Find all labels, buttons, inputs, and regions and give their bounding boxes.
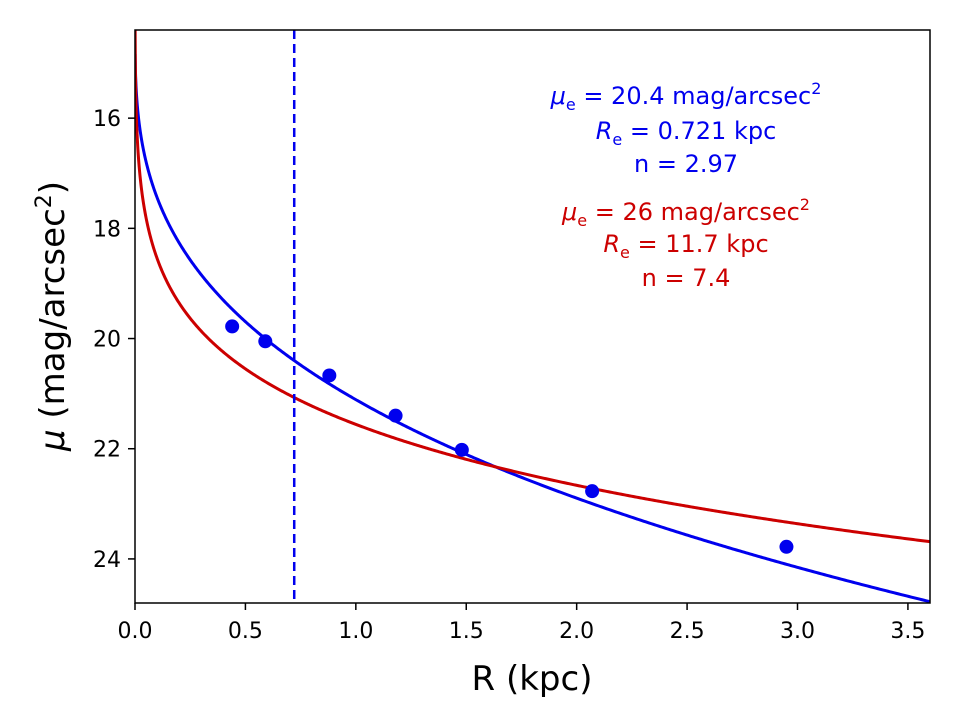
- annotation-fit-2: μe = 26 mag/arcsec2 Re = 11.7 kpc n = 7.…: [561, 195, 810, 292]
- x-tick-label: 1.5: [449, 619, 484, 644]
- y-tick-label: 22: [93, 438, 121, 463]
- x-tick-label: 0.0: [118, 619, 153, 644]
- x-tick-label: 2.5: [670, 619, 705, 644]
- sersic-fit-2-curve: [135, 30, 930, 544]
- annotation-fit-2-re: Re = 11.7 kpc: [603, 230, 768, 262]
- x-tick-label: 3.5: [890, 619, 925, 644]
- data-points: [225, 319, 794, 554]
- y-axis-label-symbol: μ: [33, 429, 73, 452]
- y-tick-label: 16: [93, 107, 121, 132]
- y-axis-ticks: 16 18 20 22 24: [93, 107, 135, 573]
- y-axis-label: μ (mag/arcsec2): [32, 181, 73, 452]
- sersic-fit-1-curve: [135, 53, 930, 603]
- y-tick-label: 20: [93, 328, 121, 353]
- data-point: [388, 408, 403, 423]
- x-axis-ticks: 0.0 0.5 1.0 1.5 2.0 2.5 3.0 3.5: [118, 603, 925, 644]
- annotation-fit-2-mu: μe = 26 mag/arcsec2: [561, 195, 810, 230]
- data-point: [322, 368, 337, 383]
- fit-curves: [135, 30, 930, 603]
- data-point: [454, 442, 469, 457]
- annotation-fit-1-n: n = 2.97: [634, 150, 738, 178]
- annotation-fit-2-n: n = 7.4: [642, 264, 731, 292]
- y-axis-label-unit: (mag/arcsec: [33, 208, 73, 429]
- annotation-fit-1: μe = 20.4 mag/arcsec2 Re = 0.721 kpc n =…: [550, 79, 822, 178]
- data-point: [225, 319, 240, 334]
- x-tick-label: 3.0: [780, 619, 815, 644]
- y-axis-label-sup: 2: [32, 194, 57, 208]
- x-tick-label: 0.5: [228, 619, 263, 644]
- annotation-fit-1-re: Re = 0.721 kpc: [596, 117, 777, 149]
- plot-frame: [134, 29, 931, 604]
- y-tick-label: 18: [93, 217, 121, 242]
- x-axis-label: R (kpc): [472, 659, 593, 699]
- x-tick-label: 2.0: [559, 619, 594, 644]
- data-point: [258, 334, 273, 349]
- y-tick-label: 24: [93, 548, 121, 573]
- x-tick-label: 1.0: [338, 619, 373, 644]
- data-point: [585, 484, 600, 499]
- y-axis-label-close: ): [33, 181, 73, 194]
- annotation-fit-1-mu: μe = 20.4 mag/arcsec2: [550, 79, 822, 114]
- data-point: [779, 539, 794, 554]
